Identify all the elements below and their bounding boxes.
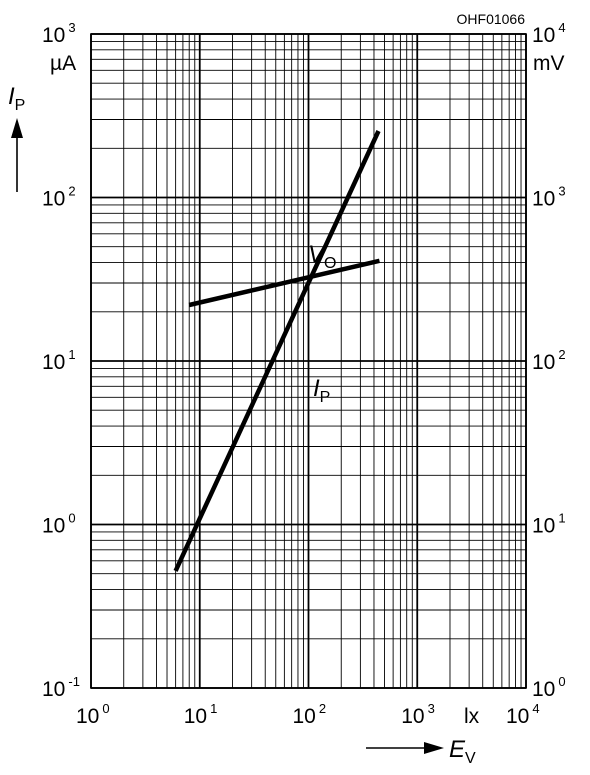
series-line-IP [173, 130, 381, 572]
y-axis-label: IP [8, 83, 25, 114]
x-tick-label: 10 2 [293, 701, 327, 728]
x-axis-label: EV [449, 736, 476, 767]
plot-frame [90, 33, 527, 689]
y-left-unit: µA [50, 52, 76, 75]
x-tick-label: 10 0 [76, 701, 110, 728]
grid [90, 33, 527, 689]
series-line-VO [188, 258, 381, 308]
x-axis-arrow-head [424, 742, 444, 754]
drawing-code: OHF01066 [457, 11, 526, 27]
x-axis-unit: lx [464, 705, 480, 728]
y-right-unit: mV [533, 52, 565, 75]
y-right-tick-label: 10 2 [532, 347, 566, 374]
series-label-VO: VO [308, 241, 336, 272]
y-left-tick-label: 10 -1 [42, 674, 80, 701]
y-right-tick-label: 10 0 [532, 674, 566, 701]
y-right-tick-label: 10 3 [532, 184, 566, 211]
series-label-IP: IP [313, 375, 330, 406]
y-left-tick-label: 10 0 [42, 511, 76, 538]
x-tick-label: 10 1 [184, 701, 218, 728]
y-left-tick-label: 10 1 [42, 347, 76, 374]
y-right-tick-label: 10 1 [532, 511, 566, 538]
y-axis-arrow-head [11, 118, 23, 138]
y-left-tick-label: 10 2 [42, 184, 76, 211]
x-tick-label: 10 4 [506, 701, 540, 728]
series-layer [173, 130, 381, 572]
y-right-tick-label: 10 4 [532, 20, 566, 47]
x-tick-label: 10 3 [401, 701, 435, 728]
y-left-tick-label: 10 3 [42, 20, 76, 47]
